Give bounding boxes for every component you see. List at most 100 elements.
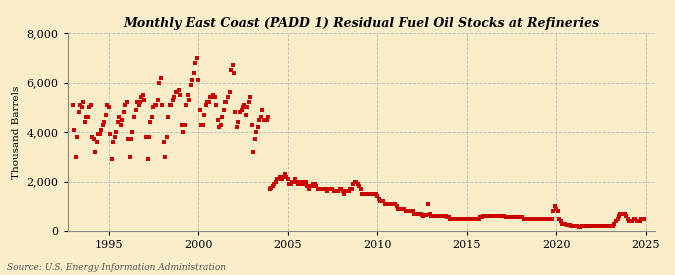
Point xyxy=(509,215,520,219)
Point xyxy=(109,135,120,139)
Point xyxy=(236,108,247,112)
Point xyxy=(225,68,236,72)
Point xyxy=(595,224,606,228)
Point xyxy=(393,207,404,211)
Point xyxy=(267,184,278,189)
Point xyxy=(70,155,81,159)
Point xyxy=(524,216,535,221)
Point xyxy=(384,202,395,206)
Point xyxy=(539,216,549,221)
Point xyxy=(500,215,511,219)
Point xyxy=(221,100,232,104)
Point xyxy=(477,215,487,219)
Point xyxy=(329,189,340,194)
Point xyxy=(545,216,556,221)
Point xyxy=(385,202,396,206)
Point xyxy=(420,213,431,217)
Point xyxy=(265,187,275,191)
Point xyxy=(146,115,157,119)
Point xyxy=(293,182,304,186)
Point xyxy=(203,100,214,104)
Point xyxy=(628,216,639,221)
Point xyxy=(145,120,156,124)
Point xyxy=(357,192,368,196)
Point xyxy=(403,209,414,213)
Point xyxy=(230,110,241,114)
Point xyxy=(502,215,512,219)
Point xyxy=(423,202,433,206)
Point xyxy=(224,90,235,95)
Point xyxy=(360,192,371,196)
Point xyxy=(371,192,381,196)
Point xyxy=(142,157,153,161)
Point xyxy=(87,135,98,139)
Point xyxy=(481,214,491,218)
Point xyxy=(450,216,460,221)
Point xyxy=(495,214,506,218)
Point xyxy=(310,184,321,189)
Point xyxy=(219,100,230,104)
Point xyxy=(452,216,463,221)
Point xyxy=(287,179,298,184)
Point xyxy=(443,215,454,219)
Point xyxy=(535,216,545,221)
Point xyxy=(557,221,568,226)
Point xyxy=(488,214,499,218)
Point xyxy=(163,115,173,119)
Point xyxy=(389,202,400,206)
Point xyxy=(308,182,319,186)
Point xyxy=(80,120,90,124)
Point xyxy=(172,90,183,95)
Point xyxy=(261,117,272,122)
Point xyxy=(630,216,641,221)
Point xyxy=(470,216,481,221)
Point xyxy=(273,177,284,181)
Point xyxy=(546,216,557,221)
Point xyxy=(522,216,533,221)
Point xyxy=(279,172,290,176)
Point xyxy=(217,115,227,119)
Point xyxy=(435,214,446,218)
Point xyxy=(512,215,523,219)
Point xyxy=(404,209,415,213)
Point xyxy=(430,214,441,218)
Point xyxy=(209,95,220,100)
Point xyxy=(155,75,166,80)
Point xyxy=(74,110,84,114)
Point xyxy=(318,187,329,191)
Point xyxy=(68,103,78,107)
Point xyxy=(296,182,306,186)
Point xyxy=(597,224,608,228)
Point xyxy=(300,179,311,184)
Point xyxy=(233,120,244,124)
Point xyxy=(196,122,207,127)
Point xyxy=(594,224,605,228)
Point xyxy=(115,122,126,127)
Point xyxy=(425,214,436,218)
Point xyxy=(491,214,502,218)
Point xyxy=(272,177,283,181)
Point xyxy=(406,209,417,213)
Point xyxy=(167,98,178,102)
Point xyxy=(436,214,447,218)
Point xyxy=(579,224,590,228)
Point xyxy=(608,224,618,228)
Point xyxy=(485,214,496,218)
Point xyxy=(484,214,495,218)
Point xyxy=(354,184,364,189)
Point xyxy=(344,189,354,194)
Point xyxy=(169,95,180,100)
Point xyxy=(255,115,266,119)
Point xyxy=(516,215,527,219)
Point xyxy=(561,223,572,227)
Point xyxy=(194,108,205,112)
Point xyxy=(351,179,362,184)
Point xyxy=(103,105,114,109)
Point xyxy=(139,98,150,102)
Point xyxy=(288,179,299,184)
Point xyxy=(615,211,626,216)
Point xyxy=(475,215,485,219)
Point xyxy=(457,216,468,221)
Point xyxy=(433,214,444,218)
Point xyxy=(245,95,256,100)
